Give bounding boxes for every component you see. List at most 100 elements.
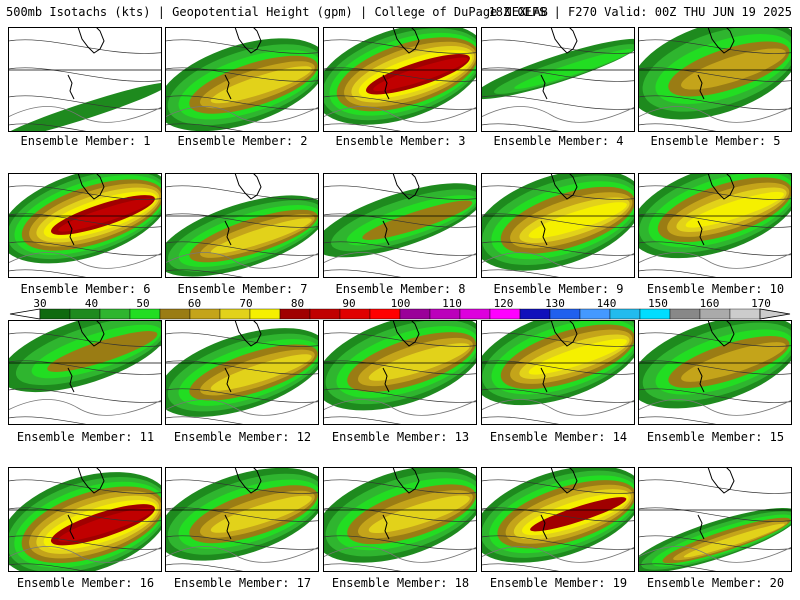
coastline bbox=[77, 320, 105, 347]
coastline bbox=[540, 514, 548, 540]
colorbar-swatch bbox=[189, 308, 221, 320]
isotach-map bbox=[8, 27, 162, 132]
coastline bbox=[550, 467, 578, 494]
country-border bbox=[323, 106, 477, 123]
ensemble-member-label: Ensemble Member: 16 bbox=[16, 576, 155, 590]
height-contour bbox=[323, 563, 408, 572]
height-contour bbox=[8, 241, 162, 256]
colorbar-swatch bbox=[399, 308, 431, 320]
coastline bbox=[707, 467, 735, 494]
height-contour bbox=[638, 241, 792, 256]
country-border bbox=[8, 399, 162, 416]
isotach-band bbox=[362, 200, 473, 240]
height-contour bbox=[165, 123, 250, 132]
isotach-band bbox=[683, 523, 785, 558]
ensemble-panel bbox=[165, 320, 319, 425]
isotach-band bbox=[373, 57, 468, 91]
coastline bbox=[707, 320, 735, 347]
height-contour bbox=[638, 123, 723, 132]
height-contour bbox=[165, 39, 319, 54]
ensemble-member-label: Ensemble Member: 10 bbox=[646, 282, 785, 296]
country-border bbox=[165, 106, 319, 123]
isotach-band bbox=[514, 49, 633, 89]
height-contour bbox=[638, 269, 723, 278]
isotach-band bbox=[58, 198, 153, 232]
map-header: 500mb Isotachs (kts) | Geopotential Heig… bbox=[0, 0, 800, 24]
colorbar-swatch bbox=[69, 308, 101, 320]
isotach-colorbar: 30 40 50 60 70 80 90 100 110 120 130 140 150 160 170 bbox=[0, 297, 800, 321]
isotach-map bbox=[165, 467, 319, 572]
colorbar-swatch bbox=[459, 308, 491, 320]
colorbar-tick-label: 150 bbox=[648, 297, 668, 310]
ensemble-member-label: Ensemble Member: 20 bbox=[646, 576, 785, 590]
colorbar-tick-label: 120 bbox=[493, 297, 514, 310]
isotach-map bbox=[165, 173, 319, 278]
isotach-band bbox=[528, 338, 627, 375]
colorbar-swatch bbox=[309, 308, 341, 320]
country-border bbox=[8, 252, 162, 269]
height-contour bbox=[165, 479, 319, 494]
ensemble-panel bbox=[481, 467, 635, 572]
ensemble-member-label: Ensemble Member: 6 bbox=[20, 282, 151, 296]
height-contour bbox=[481, 479, 635, 494]
height-contour bbox=[481, 360, 635, 375]
colorbar-tick-label: 80 bbox=[290, 297, 305, 310]
isotach-band bbox=[8, 82, 162, 132]
ensemble-member-label: Ensemble Member: 7 bbox=[177, 282, 308, 296]
height-contour bbox=[323, 360, 477, 375]
isotach-map bbox=[481, 467, 635, 572]
ensemble-member-label: Ensemble Member: 13 bbox=[331, 430, 470, 444]
height-contour bbox=[165, 360, 319, 375]
height-contour bbox=[638, 39, 792, 54]
height-contour bbox=[638, 388, 792, 403]
coastline bbox=[707, 173, 735, 200]
coastline bbox=[550, 173, 578, 200]
isotach-map bbox=[481, 320, 635, 425]
height-contour bbox=[481, 185, 635, 200]
coastline bbox=[540, 220, 548, 246]
country-border bbox=[165, 546, 319, 563]
height-contour bbox=[323, 479, 477, 494]
height-contour bbox=[8, 416, 93, 425]
height-contour bbox=[165, 388, 319, 403]
ensemble-panel bbox=[323, 173, 477, 278]
isotach-map bbox=[323, 467, 477, 572]
coastline bbox=[224, 74, 232, 100]
country-border bbox=[638, 546, 792, 563]
height-contour bbox=[481, 39, 635, 54]
isotach-map bbox=[481, 173, 635, 278]
country-border bbox=[323, 399, 477, 416]
height-contour bbox=[638, 185, 792, 200]
colorbar-swatch bbox=[99, 308, 131, 320]
coastline bbox=[224, 367, 232, 393]
colorbar-swatch bbox=[279, 308, 311, 320]
colorbar-swatch bbox=[519, 308, 551, 320]
height-contour bbox=[481, 535, 635, 550]
height-contour bbox=[165, 563, 250, 572]
colorbar-swatch bbox=[549, 308, 581, 320]
country-border bbox=[323, 252, 477, 269]
ensemble-member-label: Ensemble Member: 3 bbox=[335, 134, 466, 148]
coastline bbox=[540, 367, 548, 393]
colorbar-swatch bbox=[159, 308, 191, 320]
ensemble-panel bbox=[638, 173, 792, 278]
height-contour bbox=[8, 563, 93, 572]
coastline bbox=[224, 514, 232, 540]
coastline bbox=[234, 27, 262, 54]
height-contour bbox=[323, 67, 477, 82]
ensemble-panel bbox=[638, 467, 792, 572]
coastline bbox=[392, 27, 420, 54]
country-border bbox=[638, 106, 792, 123]
colorbar-tick-label: 140 bbox=[596, 297, 617, 310]
isotach-map bbox=[8, 467, 162, 572]
isotach-map bbox=[8, 320, 162, 425]
country-border bbox=[8, 546, 162, 563]
ensemble-member-label: Ensemble Member: 15 bbox=[646, 430, 785, 444]
height-contour bbox=[323, 213, 477, 228]
height-contour bbox=[8, 213, 162, 228]
isotach-band bbox=[368, 343, 470, 381]
height-contour bbox=[323, 388, 477, 403]
height-contour bbox=[323, 332, 477, 347]
country-border bbox=[638, 399, 792, 416]
colorbar-tick-label: 160 bbox=[699, 297, 720, 310]
